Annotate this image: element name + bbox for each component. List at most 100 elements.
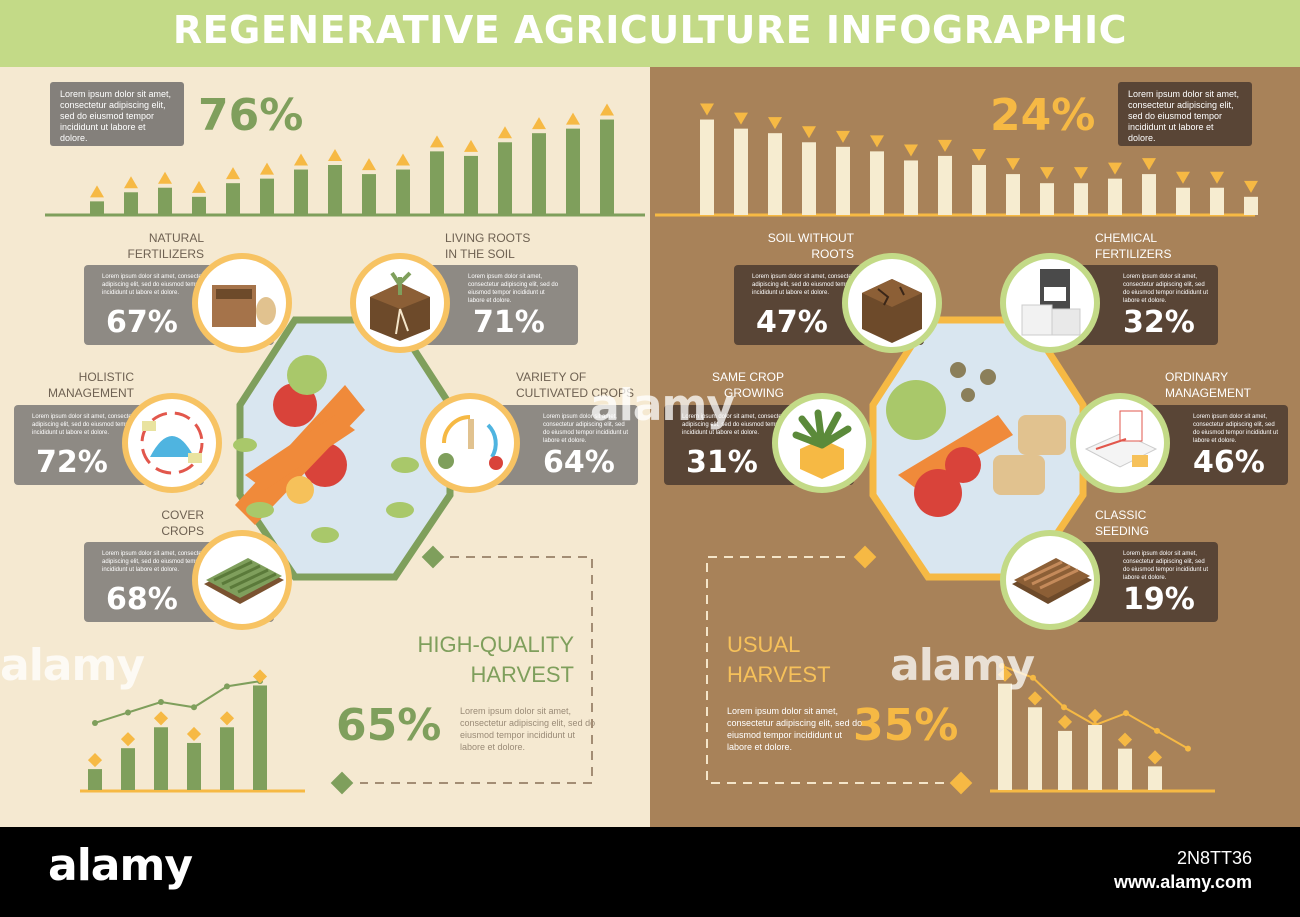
arrow-up-icon (532, 117, 546, 130)
diamond-marker (120, 732, 136, 747)
right-harvest-lorem: Lorem ipsum dolor sit amet, consectetur … (727, 706, 863, 752)
bar (1148, 766, 1162, 790)
bar (1108, 178, 1122, 215)
footer-url: www.alamy.com (1113, 872, 1252, 892)
bar (464, 155, 478, 215)
arrow-up-icon (294, 153, 308, 166)
card-pct: 46% (1193, 445, 1265, 480)
arrow-down-icon (768, 117, 782, 130)
arrow-up-icon (396, 153, 410, 166)
bar (870, 151, 884, 215)
bar (362, 174, 376, 215)
apple-icon (287, 355, 327, 395)
arrow-down-icon (1074, 167, 1088, 180)
arrow-up-icon (328, 149, 342, 161)
bar (187, 742, 201, 790)
lorem-text: Lorem ipsum dolor sit amet, consectetur … (1123, 274, 1209, 304)
arrow-up-icon (600, 103, 614, 116)
cracked-soil-icon (842, 253, 942, 353)
single-plant-icon (772, 393, 872, 493)
lemon-icon (286, 476, 314, 504)
bar (430, 151, 444, 215)
fertilizer-bags-icon (1000, 253, 1100, 353)
trend-point (125, 709, 131, 716)
arrow-down-icon (836, 130, 850, 143)
diamond-marker (1117, 732, 1133, 747)
arrow-up-icon (90, 185, 104, 198)
arrow-down-icon (802, 126, 816, 139)
card-label: SAME CROP GROWING (711, 370, 784, 400)
footer-logo: alamy (48, 840, 193, 891)
left-top-lorem-box: Lorem ipsum dolor sit amet, consectetur … (50, 82, 184, 146)
trend-point (1185, 745, 1191, 752)
watermark: alamy (890, 640, 1035, 691)
lorem-text: Lorem ipsum dolor sit amet, consectetur … (1123, 551, 1209, 581)
bar (226, 183, 240, 215)
card-pct: 72% (36, 445, 108, 480)
tomato-icon (914, 469, 962, 517)
card-pct: 67% (106, 305, 178, 340)
lorem-text: Lorem ipsum dolor sit amet, consectetur … (468, 274, 559, 304)
bar (532, 133, 546, 215)
bar (1118, 748, 1132, 790)
bar (158, 187, 172, 215)
right-harvest-chart (990, 662, 1215, 793)
cover-crop-field-icon (192, 530, 292, 630)
bar (700, 119, 714, 215)
card-label: COVER CROPS (161, 508, 204, 538)
diamond-marker (1147, 750, 1163, 765)
seeding-tray-icon (1000, 530, 1100, 630)
arrow-down-icon (1244, 180, 1258, 193)
trend-point (1061, 704, 1067, 711)
bar (1142, 174, 1156, 215)
left-harvest-pct: 65% (336, 700, 442, 751)
arrow-up-icon (260, 162, 274, 175)
card-label: ORDINARY MANAGEMENT (1165, 370, 1252, 400)
bar (904, 160, 918, 215)
bar (1074, 183, 1088, 215)
bar (1006, 174, 1020, 215)
diamond-marker (87, 753, 103, 768)
bar (1088, 725, 1102, 790)
bar (1040, 183, 1054, 215)
arrow-up-icon (566, 112, 580, 125)
trend-point (1154, 727, 1160, 734)
bar (998, 683, 1012, 790)
card-pct: 32% (1123, 305, 1195, 340)
right-top-lorem-box: Lorem ipsum dolor sit amet, consectetur … (1118, 82, 1252, 146)
left-harvest-chart (80, 669, 305, 793)
dome-farm-icon (122, 393, 222, 493)
footer (0, 827, 1300, 917)
bar (802, 142, 816, 215)
arrow-down-icon (700, 103, 714, 116)
arrow-up-icon (124, 176, 138, 189)
carrot-icon (245, 415, 355, 490)
bar (1244, 196, 1258, 215)
card-label: CHEMICAL FERTILIZERS (1095, 231, 1172, 261)
card-label: VARIETY OF CULTIVATED CROPS (516, 370, 635, 400)
image-id: 2N8TT36 (1176, 848, 1252, 868)
lorem-text: Lorem ipsum dolor sit amet, consectetur … (1193, 414, 1279, 444)
trend-point (1123, 710, 1129, 717)
bar (328, 165, 342, 215)
bar (154, 727, 168, 790)
diamond-marker (252, 669, 268, 684)
diamond-marker (186, 726, 202, 742)
bar (294, 169, 308, 215)
bar (88, 769, 102, 790)
bar (566, 128, 580, 215)
left-bar-chart (45, 103, 645, 217)
arrow-down-icon (938, 139, 952, 152)
arrow-up-icon (430, 135, 444, 148)
bar (972, 165, 986, 215)
lorem-text: Lorem ipsum dolor sit amet, consectetur … (60, 89, 172, 143)
lorem-text: Lorem ipsum dolor sit amet, consectetur … (543, 414, 629, 444)
left-harvest-label: HIGH-QUALITY HARVEST (417, 632, 574, 687)
card-pct: 47% (756, 305, 828, 340)
trend-point (92, 719, 98, 726)
watermark: alamy (590, 380, 735, 431)
right-harvest-label: USUAL HARVEST (727, 632, 831, 687)
bar (1028, 707, 1042, 790)
diamond-marker (219, 711, 235, 726)
arrow-down-icon (1142, 158, 1156, 171)
